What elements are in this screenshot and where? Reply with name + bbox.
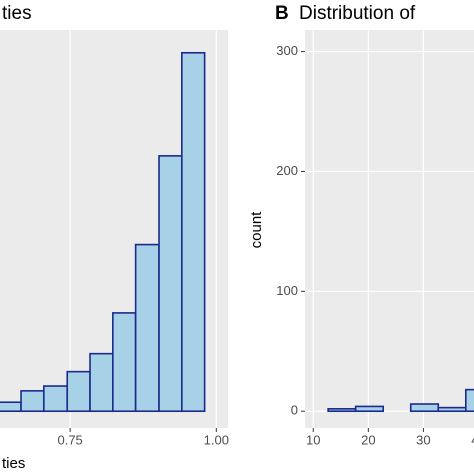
x-tick-label: 40 <box>471 432 474 447</box>
histogram-bar <box>43 385 69 413</box>
histogram-bar <box>89 352 114 413</box>
histogram-bar <box>20 390 45 413</box>
x-tick-label: 30 <box>416 432 430 447</box>
panel-a-title: ties <box>2 3 32 24</box>
y-tick-label: 100 <box>276 283 298 298</box>
histogram-bar <box>112 312 137 413</box>
panel-background <box>305 30 474 428</box>
x-tick-label: 10 <box>306 432 320 447</box>
histogram-bar <box>437 406 467 413</box>
panel-b-title: Distribution of <box>299 3 416 24</box>
y-tick-label: 300 <box>276 43 298 58</box>
x-tick-label: 0.75 <box>57 432 82 447</box>
panel-label: B <box>275 3 289 24</box>
histogram-bar <box>464 388 474 413</box>
histogram-bar <box>181 51 206 413</box>
histogram-bar <box>66 370 91 413</box>
y-tick-label: 0 <box>291 403 298 418</box>
histogram-bar <box>158 155 183 413</box>
histogram-bar <box>327 408 357 413</box>
histogram-bar <box>354 405 384 413</box>
x-tick-label: 1.00 <box>204 432 229 447</box>
x-tick-label: 20 <box>361 432 375 447</box>
histogram-bar <box>0 401 22 413</box>
y-tick-label: 200 <box>276 163 298 178</box>
y-axis-title: count <box>248 211 265 249</box>
histogram-bar <box>134 243 160 413</box>
x-axis-title: ties <box>2 455 25 472</box>
histogram-bar <box>409 403 440 413</box>
